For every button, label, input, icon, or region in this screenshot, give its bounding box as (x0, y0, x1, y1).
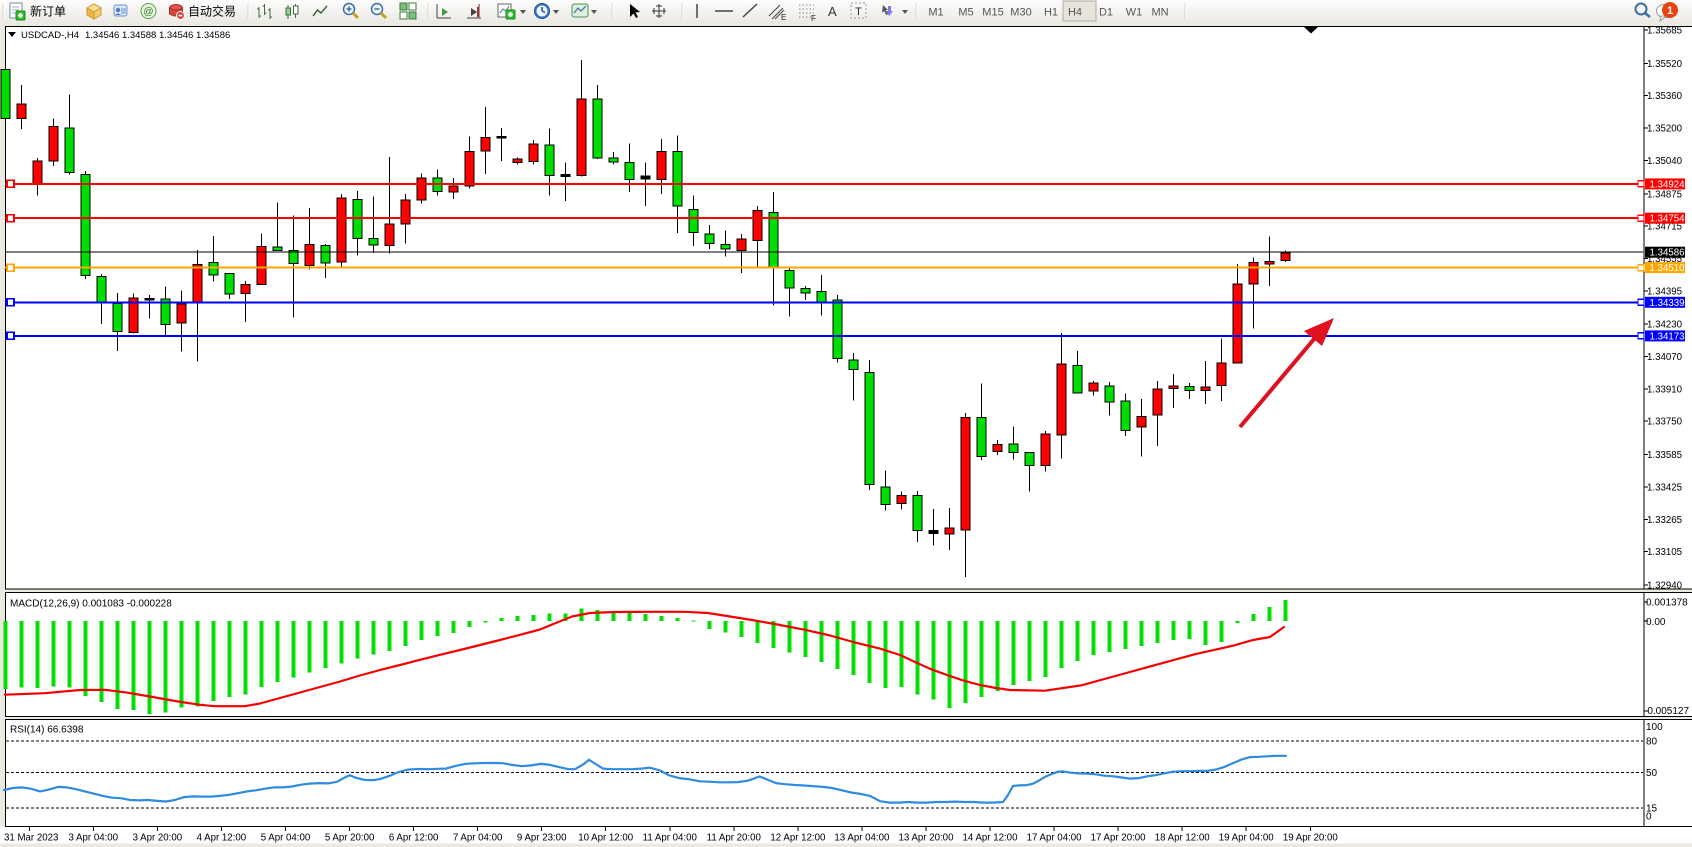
svg-text:D1: D1 (1099, 7, 1113, 19)
svg-text:1.33910: 1.33910 (1647, 384, 1683, 395)
svg-text:7 Apr 04:00: 7 Apr 04:00 (453, 833, 503, 844)
svg-text:10 Apr 12:00: 10 Apr 12:00 (578, 833, 634, 844)
svg-text:1.35520: 1.35520 (1647, 59, 1683, 70)
svg-text:H1: H1 (1044, 7, 1058, 19)
svg-text:15: 15 (1646, 803, 1658, 814)
svg-text:5 Apr 04:00: 5 Apr 04:00 (261, 833, 311, 844)
svg-text:19 Apr 20:00: 19 Apr 20:00 (1283, 833, 1339, 844)
svg-text:A: A (828, 4, 837, 19)
svg-text:1.33750: 1.33750 (1647, 417, 1683, 428)
svg-text:11 Apr 20:00: 11 Apr 20:00 (707, 833, 762, 844)
svg-text:1.34875: 1.34875 (1647, 189, 1682, 200)
svg-text:4 Apr 12:00: 4 Apr 12:00 (197, 833, 247, 844)
svg-text:M30: M30 (1010, 7, 1031, 19)
svg-text:19 Apr 04:00: 19 Apr 04:00 (1219, 833, 1275, 844)
svg-text:100: 100 (1646, 722, 1663, 733)
svg-text:新订单: 新订单 (30, 4, 66, 19)
svg-text:1.33585: 1.33585 (1647, 450, 1682, 461)
svg-text:3 Apr 04:00: 3 Apr 04:00 (69, 833, 119, 844)
svg-text:1.34754: 1.34754 (1650, 214, 1686, 225)
svg-text:31 Mar 2023: 31 Mar 2023 (4, 833, 58, 844)
svg-text:3 Apr 20:00: 3 Apr 20:00 (133, 833, 183, 844)
svg-text:E: E (781, 13, 786, 22)
svg-text:MN: MN (1151, 7, 1168, 19)
svg-text:12 Apr 12:00: 12 Apr 12:00 (770, 833, 826, 844)
svg-text:1.34715: 1.34715 (1647, 222, 1682, 233)
svg-text:1.34510: 1.34510 (1650, 263, 1686, 274)
svg-text:0.00: 0.00 (1646, 617, 1666, 628)
svg-text:1: 1 (1667, 5, 1673, 17)
svg-text:-0.005127: -0.005127 (1644, 706, 1689, 717)
svg-text:自动交易: 自动交易 (188, 4, 236, 19)
svg-text:18 Apr 12:00: 18 Apr 12:00 (1155, 833, 1211, 844)
svg-text:@: @ (143, 7, 153, 18)
svg-text:MACD(12,26,9) 0.001083 -0.0002: MACD(12,26,9) 0.001083 -0.000228 (10, 599, 172, 610)
svg-text:17 Apr 04:00: 17 Apr 04:00 (1027, 833, 1083, 844)
svg-text:6 Apr 12:00: 6 Apr 12:00 (389, 833, 439, 844)
svg-text:1.33105: 1.33105 (1647, 547, 1682, 558)
svg-text:W1: W1 (1126, 7, 1143, 19)
svg-text:1.34070: 1.34070 (1647, 352, 1683, 363)
svg-text:1.35360: 1.35360 (1647, 91, 1683, 102)
svg-text:RSI(14) 66.6398: RSI(14) 66.6398 (10, 725, 84, 736)
svg-text:1.34173: 1.34173 (1650, 331, 1685, 342)
svg-text:F: F (811, 14, 816, 22)
svg-text:80: 80 (1646, 736, 1658, 747)
svg-text:M1: M1 (928, 7, 943, 19)
svg-text:9 Apr 23:00: 9 Apr 23:00 (517, 833, 567, 844)
svg-text:M5: M5 (958, 7, 973, 19)
svg-text:14 Apr 12:00: 14 Apr 12:00 (963, 833, 1019, 844)
svg-text:0.001378: 0.001378 (1646, 598, 1688, 609)
svg-text:1.34395: 1.34395 (1647, 286, 1682, 297)
svg-text:M15: M15 (982, 7, 1003, 19)
svg-text:1.34230: 1.34230 (1647, 320, 1683, 331)
svg-text:13 Apr 20:00: 13 Apr 20:00 (899, 833, 955, 844)
svg-text:13 Apr 04:00: 13 Apr 04:00 (834, 833, 890, 844)
svg-text:H4: H4 (1068, 7, 1082, 19)
svg-text:1.35200: 1.35200 (1647, 124, 1683, 135)
svg-text:11 Apr 04:00: 11 Apr 04:00 (643, 833, 698, 844)
svg-text:1.34339: 1.34339 (1650, 298, 1685, 309)
svg-text:0: 0 (1646, 812, 1652, 823)
svg-text:1.34555: 1.34555 (1647, 254, 1682, 265)
svg-text:1.33425: 1.33425 (1647, 482, 1682, 493)
svg-text:1.35040: 1.35040 (1647, 156, 1683, 167)
svg-text:5 Apr 20:00: 5 Apr 20:00 (325, 833, 375, 844)
svg-text:1.34924: 1.34924 (1650, 179, 1686, 190)
svg-text:17 Apr 20:00: 17 Apr 20:00 (1091, 833, 1147, 844)
svg-text:1.32940: 1.32940 (1647, 581, 1683, 592)
svg-text:T: T (855, 6, 862, 18)
svg-text:USDCAD-,H4: USDCAD-,H4 (21, 30, 79, 41)
svg-text:1.34586: 1.34586 (1650, 248, 1685, 259)
svg-text:1.35685: 1.35685 (1647, 26, 1682, 37)
svg-text:1.34546 1.34588 1.34546 1.3458: 1.34546 1.34588 1.34546 1.34586 (85, 30, 230, 41)
svg-text:50: 50 (1646, 768, 1658, 779)
svg-text:1.33265: 1.33265 (1647, 515, 1682, 526)
